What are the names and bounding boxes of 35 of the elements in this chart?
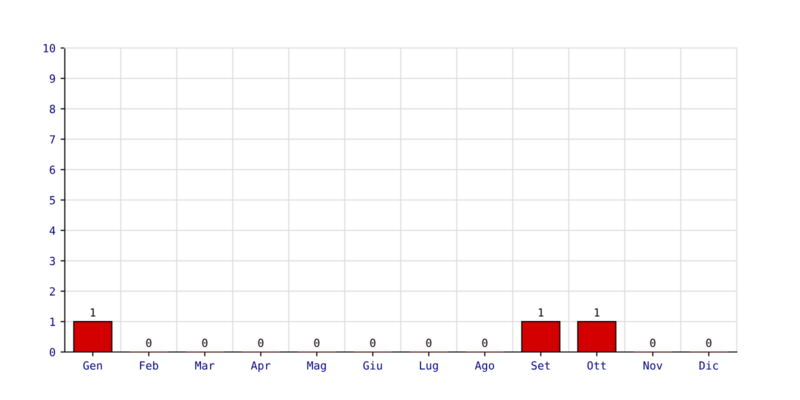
y-tick-label: 10 bbox=[44, 44, 56, 52]
y-tick-label: 6 bbox=[50, 166, 56, 174]
y-tick-label: 8 bbox=[50, 104, 56, 114]
data-label: 0 bbox=[202, 338, 208, 348]
data-label: 0 bbox=[314, 338, 320, 348]
x-tick-label: Ott bbox=[587, 361, 606, 370]
y-tick-label: 5 bbox=[50, 196, 55, 204]
y-tick-label: 4 bbox=[50, 226, 56, 235]
data-label: 0 bbox=[370, 338, 376, 348]
y-tick-label: 0 bbox=[50, 348, 56, 356]
x-tick-label: Apr bbox=[250, 361, 270, 372]
x-tick-label: Lug bbox=[420, 361, 438, 372]
x-tick-label: Mar bbox=[195, 361, 214, 370]
data-label: 0 bbox=[706, 338, 712, 348]
data-label: 0 bbox=[146, 338, 152, 348]
x-tick-label: Gen bbox=[83, 361, 102, 370]
data-label: 0 bbox=[650, 338, 656, 348]
y-tick-label: 2 bbox=[50, 287, 55, 296]
data-label: 1 bbox=[538, 308, 544, 317]
x-tick-label: Mag bbox=[307, 361, 326, 372]
data-label: 0 bbox=[258, 338, 264, 348]
x-tick-label: Ago bbox=[474, 361, 494, 372]
x-tick-label: Nov bbox=[644, 361, 662, 370]
data-label: 0 bbox=[482, 338, 488, 348]
x-tick-label: Giu bbox=[363, 361, 382, 370]
x-tick-label: Dic bbox=[700, 361, 718, 370]
data-label: 1 bbox=[90, 308, 96, 317]
y-tick-label: 3 bbox=[50, 256, 55, 266]
data-label: 1 bbox=[594, 308, 600, 317]
y-tick-label: 1 bbox=[50, 318, 56, 326]
x-tick-label: Feb bbox=[140, 361, 158, 370]
y-tick-label: 9 bbox=[50, 74, 56, 83]
y-tick-label: 7 bbox=[50, 135, 55, 144]
x-tick-label: Set bbox=[532, 361, 550, 370]
data-label: 0 bbox=[426, 338, 432, 348]
